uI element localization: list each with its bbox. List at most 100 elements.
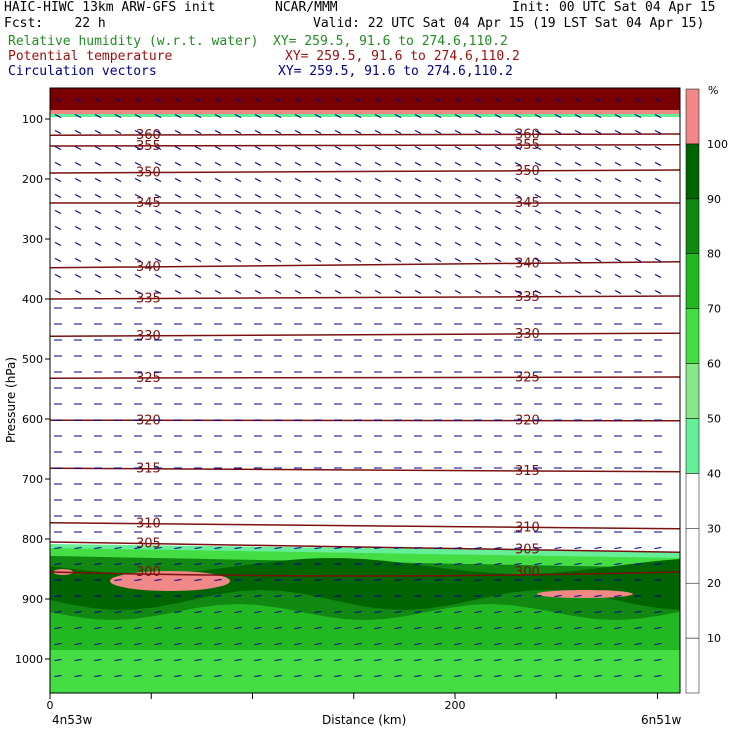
rh-layer-70-low xyxy=(50,650,680,693)
pressure-tick-label: 400 xyxy=(22,293,43,306)
vector-arrow xyxy=(314,98,322,102)
vector-arrow xyxy=(374,579,382,581)
vector-arrow xyxy=(374,194,382,198)
vector-arrow xyxy=(134,643,142,645)
vector-arrow xyxy=(594,643,602,645)
vector-arrow xyxy=(534,162,542,166)
vector-arrow xyxy=(194,114,202,118)
vector-arrow xyxy=(654,611,662,613)
vector-arrow xyxy=(634,242,642,246)
vector-arrow xyxy=(494,643,502,645)
vector-arrow xyxy=(574,627,582,629)
vector-arrow xyxy=(294,242,302,246)
vector-arrow xyxy=(514,162,522,166)
vector-arrow xyxy=(394,194,402,198)
vector-arrow xyxy=(274,130,282,134)
colorbar-level-label: 20 xyxy=(707,577,721,590)
vector-arrow xyxy=(394,547,402,549)
vector-arrow xyxy=(254,579,262,581)
vector-arrow xyxy=(594,178,602,182)
vector-arrow xyxy=(354,242,362,246)
vector-arrow xyxy=(74,643,82,645)
vector-arrow xyxy=(494,162,502,166)
vector-arrow xyxy=(314,675,322,677)
vector-arrow xyxy=(114,130,122,134)
vector-arrow xyxy=(374,258,382,262)
vector-arrow xyxy=(434,627,442,629)
vector-arrow xyxy=(514,274,522,278)
vector-arrow xyxy=(434,675,442,677)
vector-arrow xyxy=(474,226,482,230)
vector-arrow xyxy=(474,130,482,134)
vector-arrow xyxy=(174,114,182,118)
vector-arrow xyxy=(654,547,662,549)
vector-arrow xyxy=(454,210,462,214)
vector-arrow xyxy=(314,595,322,597)
vector-arrow xyxy=(654,114,662,118)
vector-arrow xyxy=(294,258,302,262)
vector-arrow xyxy=(114,242,122,246)
vector-arrow xyxy=(534,675,542,677)
vector-arrow xyxy=(154,194,162,198)
vector-arrow xyxy=(594,130,602,134)
vector-arrow xyxy=(94,98,102,102)
vector-arrow xyxy=(294,675,302,677)
rh-band-top xyxy=(50,88,680,110)
vector-arrow xyxy=(94,611,102,613)
vector-arrow xyxy=(254,659,262,661)
vector-arrow xyxy=(574,563,582,565)
vector-arrow xyxy=(114,563,122,565)
vector-arrow xyxy=(114,643,122,645)
theta-label-left: 305 xyxy=(136,537,161,552)
vector-arrow xyxy=(594,659,602,661)
vector-arrow xyxy=(574,210,582,214)
vector-arrow xyxy=(134,178,142,182)
vector-arrow xyxy=(394,274,402,278)
vector-arrow xyxy=(254,146,262,150)
vector-arrow xyxy=(394,178,402,182)
vector-arrow xyxy=(314,178,322,182)
vector-arrow xyxy=(214,274,222,278)
vector-arrow xyxy=(294,146,302,150)
vector-arrow xyxy=(574,114,582,118)
vector-arrow xyxy=(454,579,462,581)
vector-arrow xyxy=(154,547,162,549)
vector-arrow xyxy=(314,643,322,645)
vector-arrow xyxy=(354,274,362,278)
vector-arrow xyxy=(354,194,362,198)
vector-arrow xyxy=(554,210,562,214)
vector-arrow xyxy=(114,210,122,214)
vector-arrow xyxy=(234,659,242,661)
vector-arrow xyxy=(634,290,642,294)
vector-arrow xyxy=(314,547,322,549)
vector-arrow xyxy=(94,162,102,166)
theta-line-350 xyxy=(49,169,681,174)
vector-arrow xyxy=(514,595,522,597)
vector-arrow xyxy=(574,178,582,182)
vector-arrow xyxy=(634,258,642,262)
vector-arrow xyxy=(614,643,622,645)
vector-arrow xyxy=(254,627,262,629)
theta-line-360 xyxy=(49,133,681,136)
vector-arrow xyxy=(414,290,422,294)
vector-arrow xyxy=(634,226,642,230)
vector-arrow xyxy=(154,659,162,661)
vector-arrow xyxy=(374,290,382,294)
vector-arrow xyxy=(114,274,122,278)
distance-axis-title: Distance (km) xyxy=(322,713,406,727)
vector-arrow xyxy=(634,547,642,549)
vector-arrow xyxy=(474,627,482,629)
vector-arrow xyxy=(434,130,442,134)
vector-arrow xyxy=(154,210,162,214)
vector-arrow xyxy=(554,547,562,549)
vector-arrow xyxy=(514,579,522,581)
vector-arrow xyxy=(334,290,342,294)
vector-arrow xyxy=(134,226,142,230)
vector-arrow xyxy=(134,611,142,613)
vector-arrow xyxy=(54,146,62,150)
vector-arrow xyxy=(94,210,102,214)
theta-label-left: 355 xyxy=(136,139,161,154)
vector-arrow xyxy=(374,643,382,645)
vector-arrow xyxy=(614,675,622,677)
colorbar-level-label: 40 xyxy=(707,467,721,480)
